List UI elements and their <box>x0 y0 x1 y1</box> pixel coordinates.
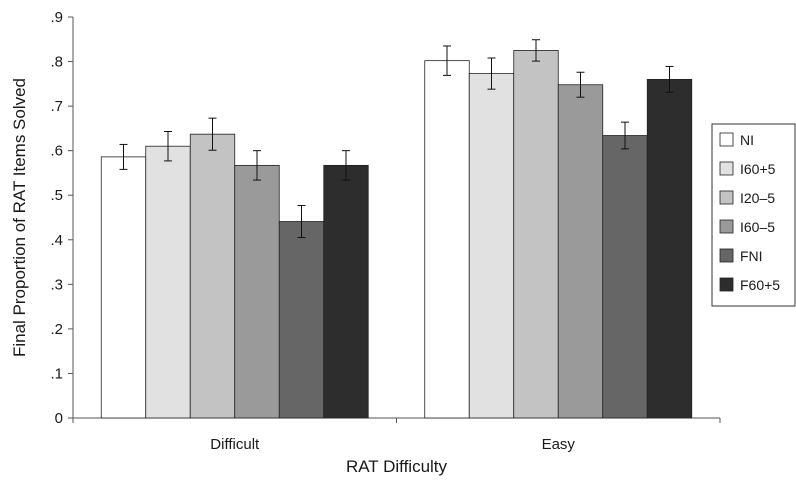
y-tick-label: 0 <box>55 410 63 427</box>
legend-label: I60–5 <box>740 219 775 235</box>
x-axis-title: RAT Difficulty <box>346 457 448 476</box>
legend-label: F60+5 <box>740 277 780 293</box>
bar <box>145 145 191 419</box>
bar <box>234 164 280 419</box>
y-tick-label: .4 <box>50 232 63 249</box>
legend-swatch <box>719 277 734 292</box>
legend-swatch <box>719 248 734 263</box>
legend-label: NI <box>740 132 754 148</box>
y-axis-title: Final Proportion of RAT Items Solved <box>10 78 29 357</box>
bar <box>100 156 147 419</box>
legend: NI I60+5 I20–5 I60–5 FNI F60+5 <box>711 123 796 307</box>
y-tick-label: .2 <box>50 321 63 338</box>
bar <box>323 164 369 419</box>
y-tick-label: .7 <box>50 98 63 115</box>
error-bars <box>119 39 674 239</box>
bar <box>468 73 515 419</box>
bar <box>424 60 470 419</box>
y-tick-label: .1 <box>50 365 63 382</box>
bar <box>557 84 604 419</box>
y-tick-label: .3 <box>50 276 63 293</box>
legend-swatch <box>719 132 734 147</box>
y-tick-label: .6 <box>50 143 63 160</box>
bar <box>602 135 648 419</box>
legend-swatch <box>719 190 734 205</box>
x-axis: Difficult Easy <box>72 417 721 453</box>
y-tick-label: .5 <box>50 187 63 204</box>
bar <box>513 50 559 419</box>
category-label: Difficult <box>210 436 260 453</box>
bar <box>278 221 325 419</box>
bars <box>100 50 693 419</box>
bar <box>646 78 693 419</box>
legend-swatch <box>719 219 734 234</box>
bar <box>189 133 236 419</box>
legend-swatch <box>719 161 734 176</box>
legend-label: I20–5 <box>740 190 775 206</box>
legend-frame <box>711 123 796 307</box>
legend-label: FNI <box>740 248 763 264</box>
y-axis: 0 .1 .2 .3 .4 .5 .6 .7 .8 .9 <box>50 9 74 427</box>
y-tick-label: .8 <box>50 54 63 71</box>
legend-label: I60+5 <box>740 161 776 177</box>
y-tick-label: .9 <box>50 9 63 26</box>
category-label: Easy <box>542 436 576 453</box>
